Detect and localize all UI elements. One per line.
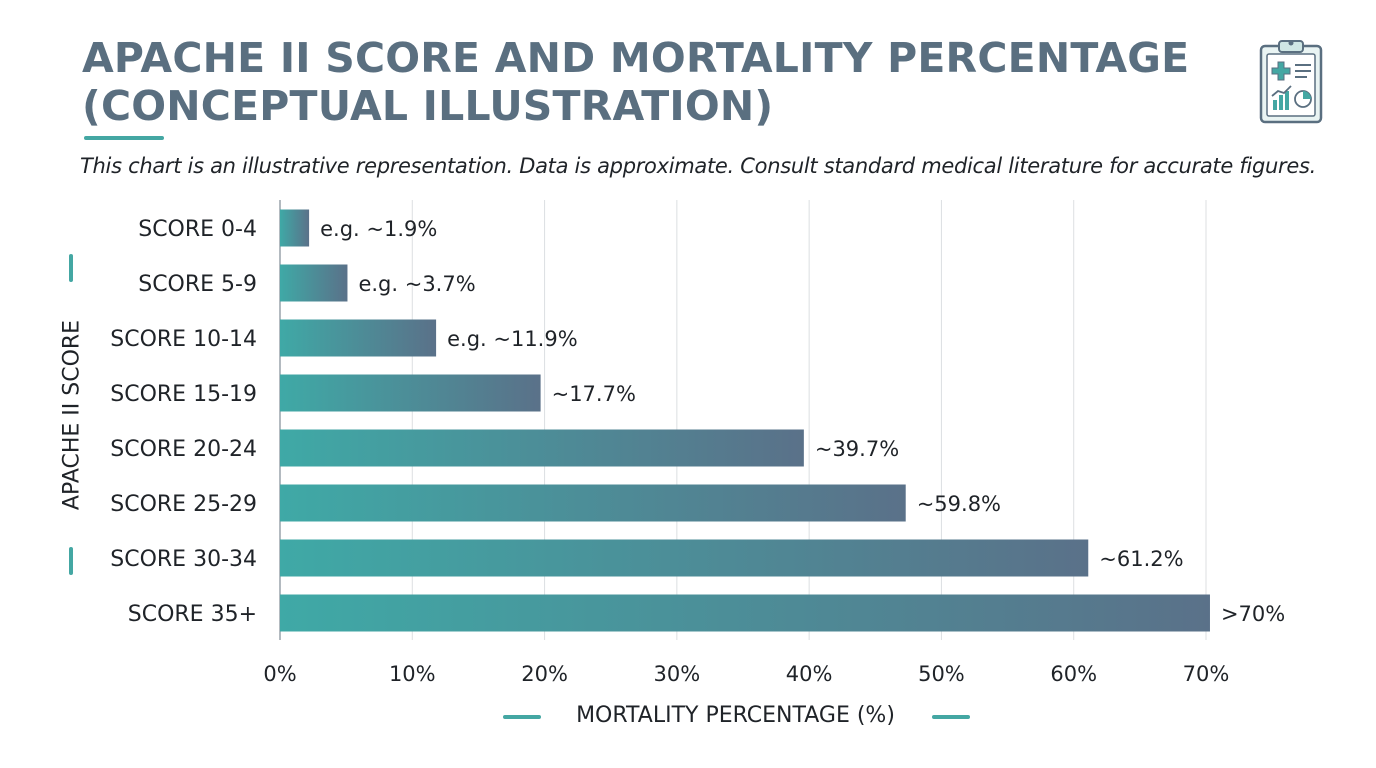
bars — [280, 209, 1210, 632]
bar — [280, 484, 906, 522]
chart-title: APACHE II SCORE AND MORTALITY PERCENTAGE… — [82, 34, 1189, 130]
x-axis-accent-right — [932, 715, 970, 719]
x-tick-label: 0% — [263, 662, 296, 686]
x-tick-label: 20% — [521, 662, 568, 686]
y-tick-label: SCORE 35+ — [128, 602, 257, 627]
bar — [280, 539, 1089, 577]
x-tick-label: 40% — [786, 662, 833, 686]
title-underline — [84, 136, 164, 140]
x-axis-title: MORTALITY PERCENTAGE (%) — [576, 703, 895, 728]
bar — [280, 594, 1210, 632]
data-label: e.g. ~3.7% — [358, 272, 475, 296]
y-axis-accent-top — [69, 254, 73, 282]
x-axis-accent-left — [503, 715, 541, 719]
bar — [280, 319, 437, 357]
data-label: e.g. ~1.9% — [320, 217, 437, 241]
x-tick-label: 70% — [1183, 662, 1230, 686]
data-label: >70% — [1221, 602, 1285, 626]
data-label: e.g. ~11.9% — [447, 327, 578, 351]
y-axis-accent-bottom — [69, 547, 73, 575]
chart-title-line-1: APACHE II SCORE AND MORTALITY PERCENTAGE — [82, 34, 1190, 82]
bar — [280, 429, 804, 467]
y-tick-label: SCORE 0-4 — [138, 217, 257, 242]
labels: 0% 10% 20% 30% 40% 50% 60% 70% SCORE 0-4 e.g. ~1.… — [110, 217, 1285, 686]
data-label: ~39.7% — [815, 437, 899, 461]
data-label: ~17.7% — [552, 382, 636, 406]
y-tick-label: SCORE 10-14 — [110, 327, 257, 352]
y-tick-label: SCORE 5-9 — [138, 272, 257, 297]
y-tick-label: SCORE 20-24 — [110, 437, 257, 462]
x-tick-label: 50% — [918, 662, 965, 686]
chart-subtitle: This chart is an illustrative representa… — [80, 154, 1316, 178]
x-tick-label: 30% — [654, 662, 701, 686]
data-label: ~59.8% — [917, 492, 1001, 516]
y-tick-label: SCORE 25-29 — [110, 492, 257, 517]
y-tick-label: SCORE 30-34 — [110, 547, 257, 572]
x-tick-label: 60% — [1050, 662, 1097, 686]
clipboard-chart-icon — [1259, 40, 1323, 124]
bar — [280, 209, 310, 247]
y-tick-label: SCORE 15-19 — [110, 382, 257, 407]
bar — [280, 374, 541, 412]
bar — [280, 264, 348, 302]
data-label: ~61.2% — [1099, 547, 1183, 571]
chart-title-line-2: (CONCEPTUAL ILLUSTRATION) — [82, 82, 774, 130]
x-tick-label: 10% — [389, 662, 436, 686]
